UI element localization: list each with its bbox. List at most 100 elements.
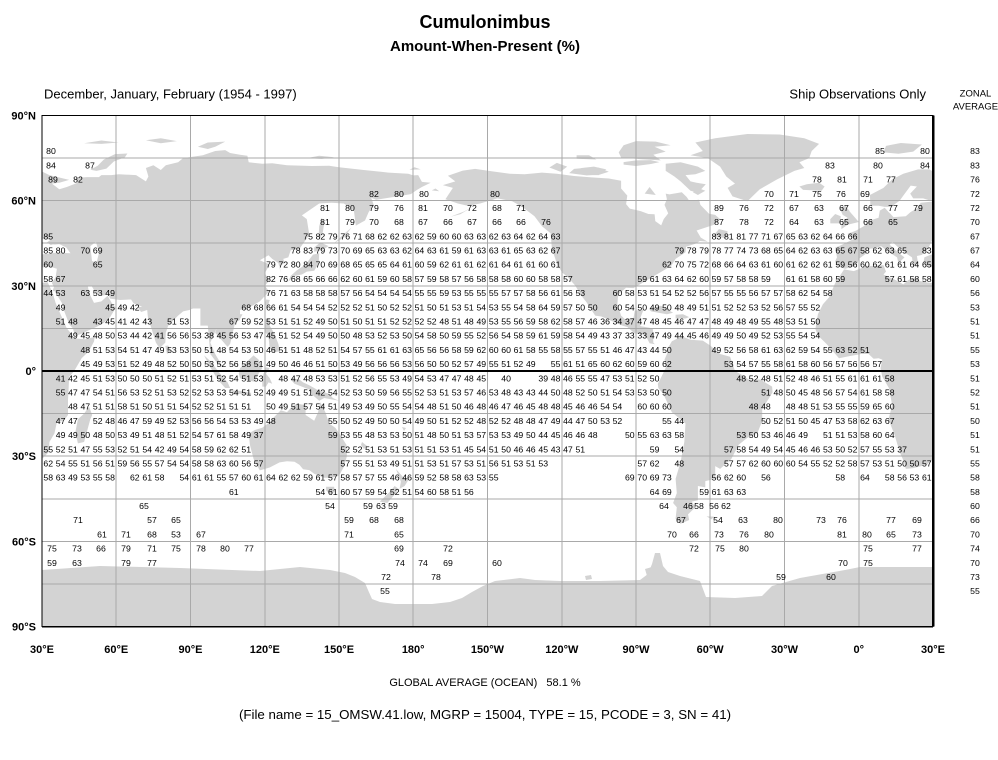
svg-text:50: 50 xyxy=(637,302,647,312)
svg-text:30°E: 30°E xyxy=(30,644,54,656)
svg-text:62: 62 xyxy=(217,444,227,454)
svg-text:58: 58 xyxy=(526,302,536,312)
svg-text:72: 72 xyxy=(699,260,709,270)
svg-text:41: 41 xyxy=(56,373,66,383)
svg-text:51: 51 xyxy=(278,345,288,355)
svg-text:61: 61 xyxy=(885,260,895,270)
svg-text:48: 48 xyxy=(464,317,474,327)
svg-text:42: 42 xyxy=(316,388,326,398)
svg-text:70: 70 xyxy=(443,203,453,213)
svg-text:47: 47 xyxy=(575,416,585,426)
svg-text:51: 51 xyxy=(105,402,115,412)
svg-text:52: 52 xyxy=(970,388,980,398)
svg-text:58: 58 xyxy=(229,430,239,440)
svg-text:37: 37 xyxy=(254,430,264,440)
svg-text:56: 56 xyxy=(353,288,363,298)
svg-text:66: 66 xyxy=(266,302,276,312)
svg-text:66: 66 xyxy=(848,231,858,241)
svg-text:53: 53 xyxy=(637,288,647,298)
svg-text:52: 52 xyxy=(217,359,227,369)
svg-text:42: 42 xyxy=(130,317,140,327)
svg-text:51: 51 xyxy=(68,444,78,454)
svg-text:53: 53 xyxy=(538,459,548,469)
svg-text:52: 52 xyxy=(786,373,796,383)
svg-text:90°W: 90°W xyxy=(622,644,650,656)
svg-text:42: 42 xyxy=(130,302,140,312)
svg-text:58: 58 xyxy=(970,487,980,497)
svg-text:53: 53 xyxy=(823,444,833,454)
svg-text:55: 55 xyxy=(464,331,474,341)
svg-text:51: 51 xyxy=(600,388,610,398)
svg-text:58: 58 xyxy=(105,473,115,483)
svg-text:66: 66 xyxy=(443,217,453,227)
svg-text:51: 51 xyxy=(439,416,449,426)
svg-text:62: 62 xyxy=(662,260,672,270)
svg-text:57: 57 xyxy=(452,274,462,284)
svg-text:54: 54 xyxy=(316,302,326,312)
svg-text:69: 69 xyxy=(662,487,672,497)
svg-text:59: 59 xyxy=(551,302,561,312)
svg-text:68: 68 xyxy=(365,231,375,241)
svg-text:50: 50 xyxy=(105,430,115,440)
svg-text:53: 53 xyxy=(192,331,202,341)
svg-text:73: 73 xyxy=(970,572,980,582)
svg-text:57: 57 xyxy=(860,444,870,454)
svg-text:56: 56 xyxy=(229,359,239,369)
svg-text:53: 53 xyxy=(835,416,845,426)
svg-text:61: 61 xyxy=(254,473,264,483)
svg-text:58: 58 xyxy=(786,288,796,298)
svg-text:53: 53 xyxy=(823,402,833,412)
svg-text:68: 68 xyxy=(241,302,251,312)
svg-text:52: 52 xyxy=(761,331,771,341)
svg-text:69: 69 xyxy=(353,246,363,256)
svg-text:78: 78 xyxy=(431,572,441,582)
svg-text:58: 58 xyxy=(476,274,486,284)
svg-text:59: 59 xyxy=(365,487,375,497)
svg-text:74: 74 xyxy=(970,544,980,554)
svg-text:46: 46 xyxy=(514,444,524,454)
svg-text:66: 66 xyxy=(689,529,699,539)
svg-text:67: 67 xyxy=(970,231,980,241)
svg-text:51: 51 xyxy=(93,345,103,355)
svg-text:43: 43 xyxy=(637,345,647,355)
svg-text:64: 64 xyxy=(860,473,870,483)
svg-text:53: 53 xyxy=(105,373,115,383)
svg-text:46: 46 xyxy=(811,444,821,454)
svg-text:49: 49 xyxy=(68,430,78,440)
svg-text:59: 59 xyxy=(526,331,536,341)
svg-text:57: 57 xyxy=(464,388,474,398)
svg-text:51: 51 xyxy=(167,317,177,327)
svg-text:57: 57 xyxy=(786,302,796,312)
svg-text:60: 60 xyxy=(811,359,821,369)
svg-text:76: 76 xyxy=(837,515,847,525)
svg-text:51: 51 xyxy=(303,388,313,398)
svg-text:62: 62 xyxy=(229,444,239,454)
svg-text:51: 51 xyxy=(415,459,425,469)
svg-text:79: 79 xyxy=(121,544,131,554)
svg-text:84: 84 xyxy=(920,160,930,170)
svg-text:54: 54 xyxy=(600,402,610,412)
svg-text:62: 62 xyxy=(130,473,140,483)
svg-text:51: 51 xyxy=(415,302,425,312)
svg-text:50: 50 xyxy=(452,402,462,412)
svg-text:56: 56 xyxy=(489,331,499,341)
svg-text:54: 54 xyxy=(303,302,313,312)
svg-text:57: 57 xyxy=(724,459,734,469)
svg-text:63: 63 xyxy=(427,246,437,256)
svg-text:52: 52 xyxy=(749,373,759,383)
svg-text:64: 64 xyxy=(266,473,276,483)
svg-text:51: 51 xyxy=(712,302,722,312)
svg-text:52: 52 xyxy=(328,302,338,312)
svg-text:49: 49 xyxy=(105,288,115,298)
svg-text:58: 58 xyxy=(192,459,202,469)
svg-text:56: 56 xyxy=(365,359,375,369)
svg-text:53: 53 xyxy=(390,331,400,341)
svg-text:60: 60 xyxy=(823,274,833,284)
svg-text:50: 50 xyxy=(377,402,387,412)
svg-text:54: 54 xyxy=(377,487,387,497)
svg-text:54: 54 xyxy=(749,444,759,454)
svg-text:59: 59 xyxy=(142,416,152,426)
svg-text:47: 47 xyxy=(501,402,511,412)
svg-text:58: 58 xyxy=(563,317,573,327)
svg-text:49: 49 xyxy=(365,402,375,412)
